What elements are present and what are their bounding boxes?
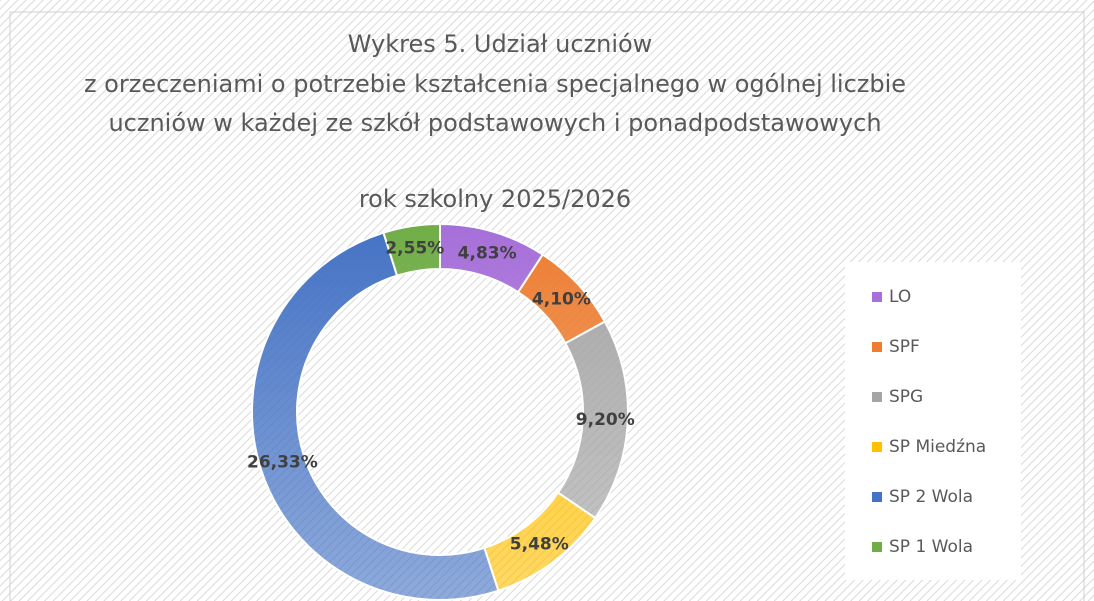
chart-title: Wykres 5. Udział uczniów <box>348 30 653 58</box>
donut-slice <box>382 222 441 277</box>
data-label: 2,55% <box>385 238 444 258</box>
data-label: 26,33% <box>247 453 318 473</box>
legend-label: LO <box>889 287 911 307</box>
chart-subtitle: rok szkolny 2025/2026 <box>359 185 631 213</box>
data-label: 4,10% <box>532 290 591 310</box>
data-label: 5,48% <box>510 534 569 554</box>
legend-box <box>845 262 1021 580</box>
legend-label: SPG <box>889 387 923 407</box>
legend-swatch <box>872 492 882 502</box>
legend-swatch <box>872 392 882 402</box>
legend-swatch <box>872 542 882 552</box>
chart-title: uczniów w każdej ze szkół podstawowych i… <box>108 109 881 137</box>
chart-title: z orzeczeniami o potrzebie kształcenia s… <box>84 70 906 98</box>
legend-label: SP Miedźna <box>889 437 986 457</box>
legend-label: SPF <box>889 337 920 357</box>
chart-border <box>9 11 1085 601</box>
data-label: 4,83% <box>458 243 517 263</box>
legend-label: SP 1 Wola <box>889 537 973 557</box>
data-label: 9,20% <box>576 410 635 430</box>
donut-slice <box>250 231 500 601</box>
legend-swatch <box>872 292 882 302</box>
legend-label: SP 2 Wola <box>889 487 973 507</box>
legend-swatch <box>872 442 882 452</box>
legend-swatch <box>872 342 882 352</box>
